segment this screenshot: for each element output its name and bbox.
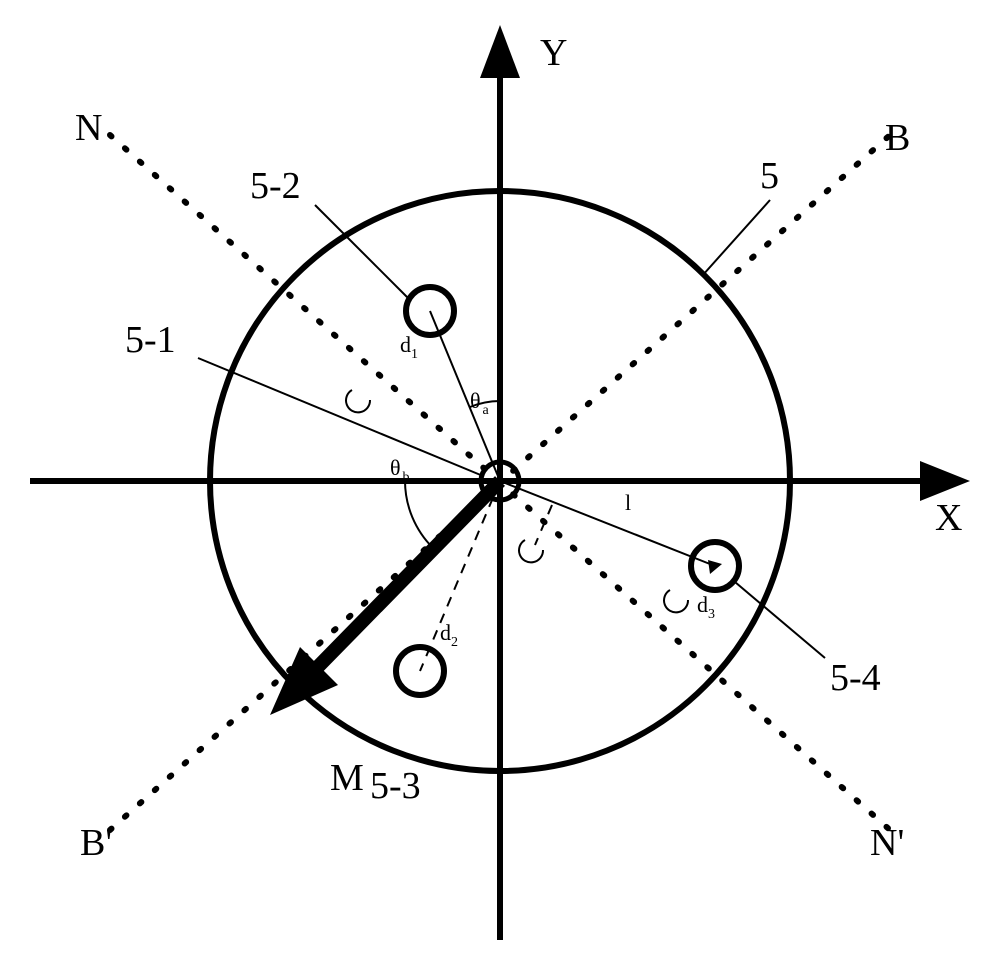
callout-5-4-line xyxy=(735,582,825,658)
radial-to-5-3-dashed xyxy=(420,481,500,671)
label-l: l xyxy=(625,490,631,515)
label-d2: d2 xyxy=(440,620,458,650)
radial-to-5-2 xyxy=(430,311,500,481)
m-vector-line xyxy=(305,481,500,680)
marker-in-5-4 xyxy=(708,560,722,574)
y-axis-label: Y xyxy=(540,32,567,74)
label-B: B xyxy=(885,117,910,159)
rot-mark-2 xyxy=(519,540,543,562)
callout-5-1-line xyxy=(198,358,483,476)
label-5-4: 5-4 xyxy=(830,657,881,699)
label-N: N xyxy=(75,107,102,149)
x-axis-label: X xyxy=(935,497,962,539)
diagram-root: Y X N N' B B' 5 5-2 5-1 5-4 M 5-3 d1 d2 … xyxy=(0,0,1000,962)
callout-5-line xyxy=(702,200,770,276)
label-d1: d1 xyxy=(400,332,418,362)
label-5-2: 5-2 xyxy=(250,165,301,207)
callout-5-2-line xyxy=(315,205,408,298)
label-5-1: 5-1 xyxy=(125,319,176,361)
label-d3: d3 xyxy=(697,592,715,622)
radial-to-5-4 xyxy=(500,481,715,566)
angle-theta-b-arc xyxy=(405,481,433,548)
label-Bprime: B' xyxy=(80,822,112,864)
rot-mark-3 xyxy=(664,590,688,612)
label-Nprime: N' xyxy=(870,822,904,864)
x-axis-arrow xyxy=(920,461,970,501)
rot-mark-1 xyxy=(346,390,370,412)
label-5-3: 5-3 xyxy=(370,765,421,807)
label-5: 5 xyxy=(760,155,779,197)
label-M: M xyxy=(330,757,364,799)
y-axis-arrow xyxy=(480,25,520,78)
drop-indicator xyxy=(535,505,552,545)
